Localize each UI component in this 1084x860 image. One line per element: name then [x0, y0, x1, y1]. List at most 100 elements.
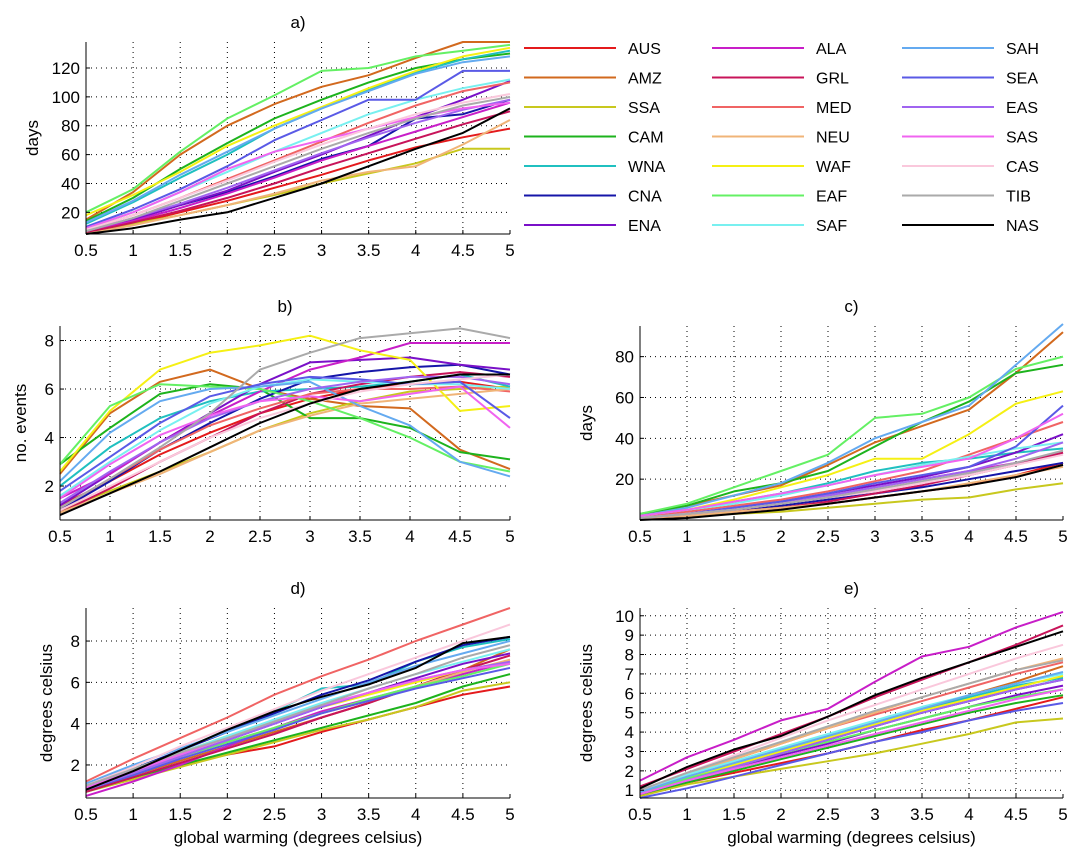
- y-tick-label: 6: [625, 684, 634, 703]
- y-tick-label: 2: [45, 477, 54, 496]
- panel-c-grid: [640, 326, 1063, 520]
- panel-a: a) 0.5 1 1.5 2 2.5 3 3.5 4 4.5 5 20 40 60 80 100 120 days: [23, 13, 515, 260]
- panel-c-ylabel: days: [577, 405, 596, 441]
- x-tick-label: 2.5: [263, 805, 287, 824]
- panel-a-title: a): [290, 13, 305, 32]
- series-line-saf: [59, 378, 511, 497]
- series-line-waf: [85, 46, 511, 217]
- y-tick-label: 60: [615, 388, 634, 407]
- y-tick-label: 1: [625, 781, 634, 800]
- series-line-nas: [85, 107, 511, 235]
- legend-label: SAS: [1006, 130, 1038, 147]
- x-tick-label: 1: [682, 527, 691, 546]
- x-tick-label: 0.5: [48, 527, 72, 546]
- x-tick-label: 2: [776, 805, 785, 824]
- x-tick-label: 1.5: [722, 527, 746, 546]
- series-line-cam: [639, 363, 1064, 515]
- series-line-waf: [59, 334, 511, 473]
- y-tick-label: 10: [615, 607, 634, 626]
- series-line-amz: [59, 368, 511, 475]
- legend-label: CAM: [628, 130, 664, 147]
- series-line-grl: [59, 371, 511, 514]
- x-tick-label: 4: [964, 805, 973, 824]
- panel-b-title: b): [277, 297, 292, 316]
- x-tick-label: 1: [105, 527, 114, 546]
- y-tick-label: 40: [615, 429, 634, 448]
- x-tick-label: 2.5: [816, 805, 840, 824]
- y-tick-label: 20: [61, 203, 80, 222]
- panel-e: e)0.5 1 1.5 2 2.5 3 3.5 4 4.5 512345678910degrees…: [577, 579, 1068, 847]
- series-line-eaf: [59, 383, 511, 473]
- x-tick-label: 3: [870, 527, 879, 546]
- x-tick-label: 5: [505, 527, 514, 546]
- legend-item-nas: NAS: [902, 218, 1039, 235]
- x-tick-label: 0.5: [628, 805, 652, 824]
- y-tick-label: 40: [61, 174, 80, 193]
- y-tick-label: 9: [625, 626, 634, 645]
- y-tick-label: 4: [45, 429, 54, 448]
- series-line-cna: [59, 363, 511, 512]
- y-tick-label: 3: [625, 742, 634, 761]
- panel-c: c) 0.5 1 1.5 2 2.5 3 3.5 4 4.5 5 20 40 60 80 days: [577, 297, 1068, 546]
- panel-c-series: [639, 323, 1064, 521]
- legend-label: EAF: [816, 189, 847, 206]
- panel-e-xlabel: global warming (degrees celsius): [727, 828, 976, 847]
- series-line-cas: [85, 93, 511, 231]
- legend-label: EAS: [1006, 100, 1038, 117]
- legend-label: WAF: [816, 159, 851, 176]
- series-line-sah: [639, 671, 1064, 794]
- series-line-tib: [639, 449, 1064, 519]
- y-tick-label: 8: [45, 332, 54, 351]
- panel-b: b) 0.5 1 1.5 2 2.5 3 3.5 4 4.5 5 2 4 6 8 no. events: [11, 297, 515, 546]
- x-tick-label: 0.5: [74, 241, 98, 260]
- y-tick-label: 4: [625, 723, 634, 742]
- x-tick-label: 3: [870, 805, 879, 824]
- series-line-tib: [85, 95, 511, 233]
- legend-label: WNA: [628, 159, 666, 176]
- series-line-sah: [59, 380, 511, 482]
- x-tick-label: 2: [776, 527, 785, 546]
- legend-item-neu: NEU: [712, 130, 850, 147]
- series-line-nas: [639, 463, 1064, 521]
- y-tick-label: 6: [71, 673, 80, 692]
- series-line-cas: [59, 373, 511, 512]
- legend-label: ALA: [816, 41, 847, 58]
- x-tick-label: 4.5: [451, 805, 475, 824]
- series-line-sea: [639, 702, 1064, 799]
- x-tick-label: 4: [411, 241, 420, 260]
- series-line-med: [85, 607, 511, 783]
- legend-item-cas: CAS: [902, 159, 1039, 176]
- legend-item-saf: SAF: [712, 218, 847, 235]
- x-tick-label: 1.5: [722, 805, 746, 824]
- legend-item-sea: SEA: [902, 71, 1038, 88]
- x-tick-label: 1.5: [168, 805, 192, 824]
- panel-a-series: [85, 41, 511, 235]
- series-line-nas: [85, 635, 511, 791]
- legend-label: SSA: [628, 100, 660, 117]
- x-tick-label: 3: [317, 805, 326, 824]
- series-line-neu: [85, 119, 511, 235]
- legend-item-grl: GRL: [712, 71, 849, 88]
- series-line-cam: [85, 673, 511, 793]
- x-tick-label: 4: [964, 527, 973, 546]
- series-line-cam: [639, 694, 1064, 796]
- legend-label: ENA: [628, 218, 661, 235]
- legend-item-wna: WNA: [524, 159, 666, 176]
- series-line-wna: [85, 49, 511, 225]
- x-tick-label: 1: [128, 805, 137, 824]
- panel-b-ylabel: no. events: [11, 384, 30, 462]
- legend-label: MED: [816, 100, 852, 117]
- series-line-neu: [59, 388, 511, 514]
- x-tick-label: 2.5: [248, 527, 272, 546]
- series-line-med: [85, 81, 511, 231]
- series-line-sah: [85, 55, 511, 224]
- series-line-eaf: [85, 43, 511, 214]
- panel-e-title: e): [844, 579, 859, 598]
- series-line-ala: [85, 101, 511, 233]
- x-tick-label: 5: [505, 241, 514, 260]
- y-tick-label: 8: [625, 646, 634, 665]
- series-line-aus: [85, 127, 511, 234]
- series-line-sea: [59, 375, 511, 492]
- x-tick-label: 4.5: [1004, 527, 1028, 546]
